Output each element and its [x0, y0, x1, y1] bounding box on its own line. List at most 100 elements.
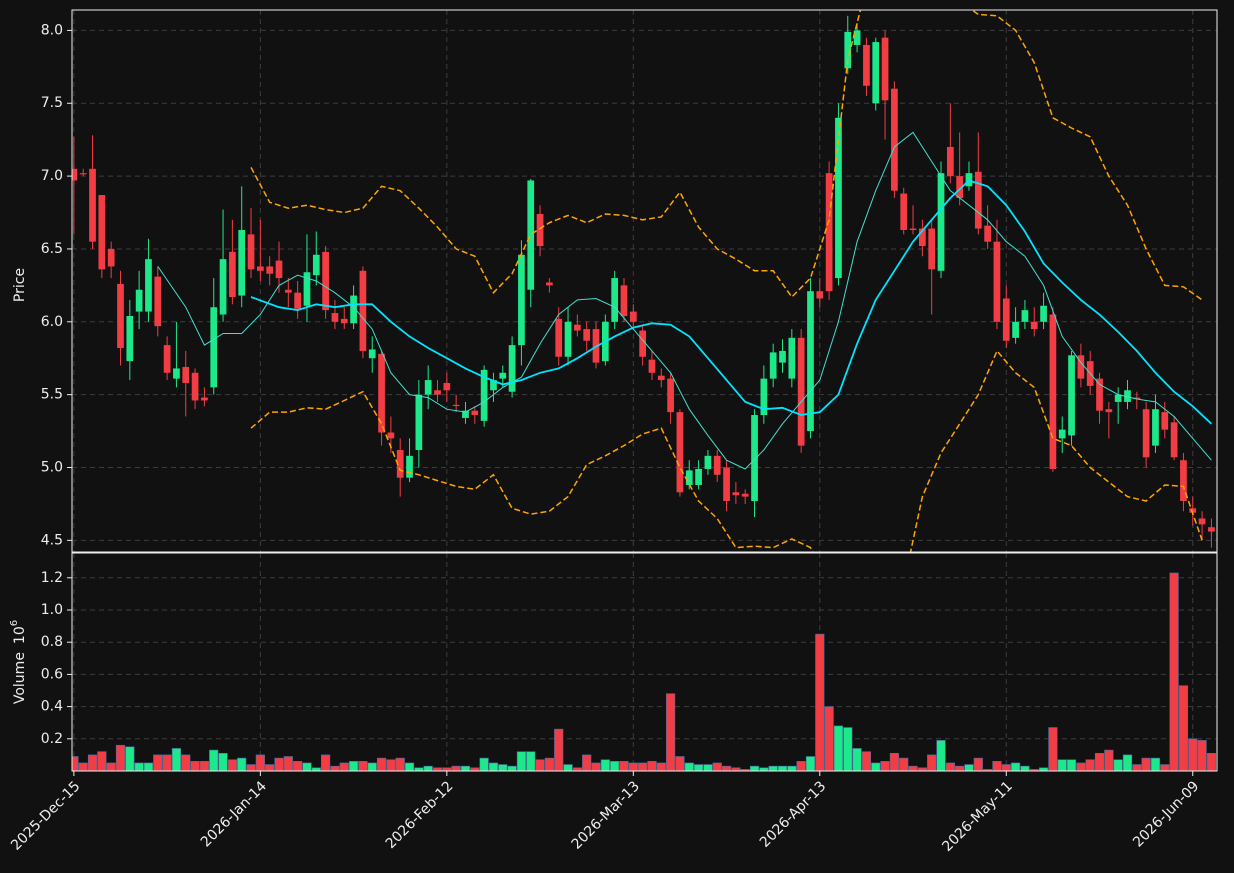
volume-bar [824, 706, 834, 771]
volume-bar [1178, 685, 1189, 771]
candle-body [1049, 314, 1057, 469]
candle-body [434, 390, 441, 395]
candle-body [72, 168, 78, 181]
candle-body [760, 378, 768, 416]
candle-body [1012, 321, 1019, 338]
candle-body [182, 366, 190, 383]
candle-body [648, 359, 656, 373]
candle-body [89, 168, 96, 242]
volume-bar [610, 761, 620, 771]
volume-bar [1094, 752, 1105, 771]
volume-bar [619, 761, 629, 771]
y-tick-label: 1.0 [41, 602, 63, 618]
volume-bar [871, 762, 881, 771]
volume-bar [1150, 757, 1161, 771]
candle-body [1161, 412, 1169, 430]
candle-body [546, 282, 553, 286]
y-tick-label: 6.5 [41, 241, 63, 257]
volume-bar [255, 754, 265, 771]
candle-body [98, 195, 106, 270]
candle-body [863, 44, 870, 86]
y-tick-label: 4.5 [41, 532, 63, 548]
candle-body [574, 324, 581, 331]
volume-bar [554, 728, 564, 771]
overlay-line [250, 10, 1203, 301]
candle-body [751, 415, 758, 502]
candle-body [695, 468, 702, 485]
volume-axis-label: Volume 106 [9, 620, 28, 704]
volume-bar [1011, 762, 1021, 771]
candle-body [238, 230, 246, 296]
volume-bar [507, 765, 517, 771]
y-tick-label: 1.2 [41, 570, 63, 586]
candle-body [79, 173, 87, 175]
candle-body [564, 321, 572, 357]
candle-body [919, 228, 926, 247]
volume-bar [265, 764, 275, 771]
candle-body [229, 251, 236, 298]
candle-body [611, 278, 619, 322]
volume-bar [97, 751, 107, 771]
volume-bar [852, 748, 862, 771]
candle-body [527, 180, 535, 290]
volume-bar [964, 764, 974, 771]
volume-bar [237, 757, 247, 771]
volume-bar [1141, 757, 1151, 771]
candle-body [835, 117, 842, 279]
candle-body [480, 369, 488, 421]
candle-body [891, 88, 898, 191]
candle-body [825, 173, 833, 292]
candle-body [1077, 355, 1085, 379]
candle-body [452, 404, 460, 407]
candle-body [406, 455, 413, 478]
candle-body [657, 375, 665, 381]
candle-body [518, 254, 525, 346]
volume-bar [684, 762, 694, 771]
volume-bar [908, 765, 918, 771]
price-axis-label: Price [12, 268, 28, 302]
volume-bar [1197, 740, 1207, 771]
candle-body [1180, 460, 1187, 502]
volume-bar [451, 765, 461, 771]
volume-bar [376, 757, 387, 771]
volume-bar [479, 757, 489, 771]
candle-body [844, 31, 852, 69]
volume-plot [72, 553, 1217, 771]
volume-bar [1020, 765, 1030, 771]
candle-body [145, 259, 152, 312]
candle-body [303, 272, 311, 306]
candle-body [1040, 305, 1047, 322]
volume-bar [134, 762, 144, 771]
volume-bar [749, 765, 760, 771]
volume-bar [656, 762, 666, 771]
y-tick-label: 5.5 [41, 387, 63, 403]
candle-body [1068, 355, 1075, 436]
volume-bar [246, 764, 256, 771]
volume-bar [1104, 749, 1114, 771]
volume-label: Volume [12, 652, 28, 704]
volume-bar [302, 762, 312, 771]
candle-body [741, 493, 749, 497]
candle-body [1030, 321, 1038, 330]
candle-body [117, 283, 124, 349]
volume-bar [582, 754, 592, 771]
candle-body [378, 353, 385, 433]
candle-body [1133, 397, 1141, 400]
volume-bar [666, 693, 676, 771]
candle-body [1096, 378, 1103, 411]
offset-exponent: 6 [9, 620, 20, 626]
y-tick-label: 0.2 [41, 731, 63, 747]
candle-body [555, 318, 563, 357]
candle-body [256, 266, 264, 271]
candle-body [350, 295, 357, 324]
y-tick-label: 6.0 [41, 314, 63, 330]
candle-body [937, 173, 945, 271]
volume-bar [1048, 727, 1058, 771]
candle-body [984, 225, 991, 242]
volume-bar [283, 756, 293, 771]
volume-frame [71, 552, 1218, 772]
overlay-line [250, 349, 1203, 552]
candle-body [816, 291, 824, 299]
candle-body [191, 372, 199, 401]
